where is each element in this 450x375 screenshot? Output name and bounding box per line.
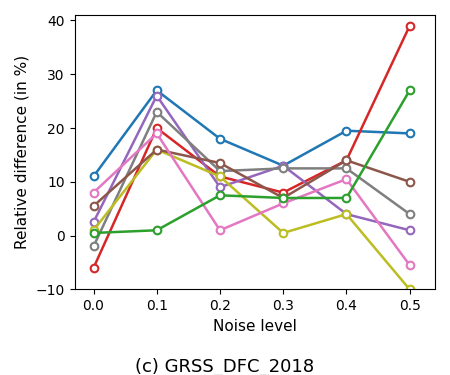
Y-axis label: Relative difference (in %): Relative difference (in %) <box>15 55 30 249</box>
Text: (c) GRSS_DFC_2018: (c) GRSS_DFC_2018 <box>135 357 315 375</box>
X-axis label: Noise level: Noise level <box>213 319 297 334</box>
